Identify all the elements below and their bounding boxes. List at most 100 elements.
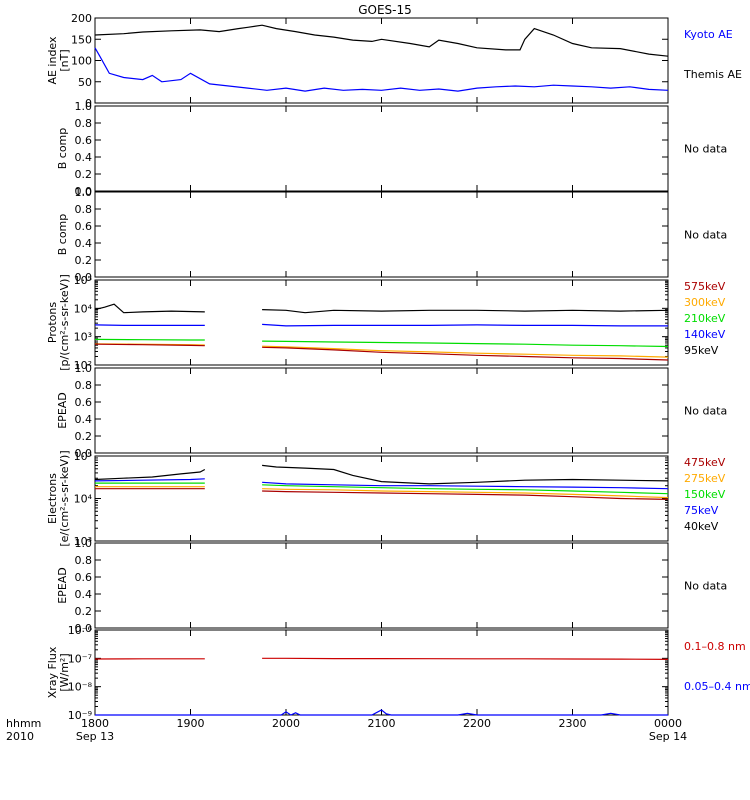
- y-axis-label-protons: [p/(cm²-s-sr-keV)]: [58, 274, 71, 371]
- panel-ae: 0 50 100 150 200 AE index [nT] Kyoto AE Themis A…: [46, 12, 742, 110]
- no-data-label-epead1: No data: [684, 405, 727, 418]
- x-date-label-6: Sep 14: [649, 730, 687, 743]
- y-tick-label-ae-3: 150: [71, 33, 92, 46]
- y-tick-label-epead2-3: 0.6: [75, 571, 93, 584]
- x-corner-label-year: 2010: [6, 730, 34, 743]
- y-tick-label-xray-1: 10⁻⁸: [68, 681, 93, 694]
- panel-bcomp1: 0.0 0.2 0.4 0.6 0.8 1.0 B comp No data: [56, 100, 727, 198]
- chart-title: GOES-15: [358, 3, 412, 17]
- series-line-protons-95keV: [94, 303, 669, 314]
- y-tick-label-protons-1: 10³: [74, 331, 92, 344]
- y-axis-label-ae: AE index: [46, 36, 59, 85]
- x-tick-label-3: 2100: [368, 717, 396, 730]
- x-tick-label-2: 2000: [272, 717, 300, 730]
- y-tick-label-epead2-5: 1.0: [75, 537, 93, 550]
- y-axis-label-electrons: Electrons: [46, 473, 59, 524]
- y-tick-label-epead1-3: 0.6: [75, 396, 93, 409]
- legend-label-electrons-0: 475keV: [684, 456, 726, 469]
- y-tick-label-xray-3: 10⁻⁶: [68, 624, 93, 637]
- x-corner-label-hhmm: hhmm: [6, 717, 41, 730]
- y-tick-label-ae-2: 100: [71, 55, 92, 68]
- legend-label-ae-0: Kyoto AE: [684, 28, 733, 41]
- y-tick-label-bcomp1-2: 0.4: [75, 151, 93, 164]
- y-tick-label-bcomp1-3: 0.6: [75, 134, 93, 147]
- legend-label-protons-4: 95keV: [684, 344, 719, 357]
- no-data-label-epead2: No data: [684, 580, 727, 593]
- x-tick-label-1: 1900: [177, 717, 205, 730]
- y-tick-label-bcomp1-0: 0.0: [75, 185, 93, 198]
- x-tick-label-0: 1800: [81, 717, 109, 730]
- panel-frame-epead1: [94, 367, 669, 454]
- y-tick-label-bcomp1-1: 0.2: [75, 168, 93, 181]
- y-tick-label-ae-0: 0: [85, 97, 92, 110]
- panel-frame-electrons: [94, 455, 669, 542]
- y-axis-label-protons: Protons: [46, 302, 59, 343]
- legend-label-electrons-3: 75keV: [684, 504, 719, 517]
- y-tick-label-protons-0: 10²: [74, 359, 92, 372]
- y-tick-label-epead1-5: 1.0: [75, 362, 93, 375]
- panels-group: 0 50 100 150 200 AE index [nT] Kyoto AE Themis A…: [46, 12, 750, 722]
- panel-xray: 10⁻⁹ 10⁻⁸ 10⁻⁷ 10⁻⁶ Xray Flux [W/m²] 0.1–0.8 n…: [46, 624, 750, 722]
- series-line-ae-Themis-AE: [94, 24, 669, 57]
- y-tick-label-xray-0: 10⁻⁹: [68, 709, 92, 722]
- y-tick-label-ae-1: 50: [78, 76, 92, 89]
- panel-frame-xray: [94, 629, 669, 716]
- y-axis-label-xray: [W/m²]: [58, 653, 71, 691]
- legend-label-electrons-4: 40keV: [684, 520, 719, 533]
- series-line-protons-140keV: [94, 323, 668, 327]
- x-date-label-0: Sep 13: [76, 730, 114, 743]
- legend-label-protons-0: 575keV: [684, 280, 726, 293]
- y-tick-label-bcomp1-5: 1.0: [75, 100, 93, 113]
- y-tick-label-epead1-4: 0.8: [75, 379, 93, 392]
- panel-frame-bcomp2: [94, 191, 669, 278]
- y-tick-label-bcomp2-5: 1.0: [75, 186, 93, 199]
- y-tick-label-protons-3: 10⁵: [74, 274, 92, 287]
- y-tick-label-bcomp2-0: 0.0: [75, 271, 93, 284]
- y-axis-label-epead1: EPEAD: [56, 392, 69, 429]
- y-tick-label-epead2-4: 0.8: [75, 554, 93, 567]
- y-axis-label-ae: [nT]: [58, 49, 71, 71]
- y-tick-label-epead1-1: 0.2: [75, 430, 93, 443]
- series-line-electrons-150keV: [95, 482, 669, 495]
- y-tick-label-electrons-2: 10⁵: [74, 450, 92, 463]
- legend-label-xray-0: 0.1–0.8 nm: [684, 640, 746, 653]
- panel-protons: 10² 10³ 10⁴ 10⁵ Protons [p/(cm²-s-sr-keV)] 575…: [46, 274, 726, 372]
- y-tick-label-epead1-0: 0.0: [75, 447, 93, 460]
- y-tick-label-bcomp2-1: 0.2: [75, 254, 93, 267]
- y-tick-label-bcomp2-2: 0.4: [75, 237, 93, 250]
- series-line-xray-0-1-0-8-nm: [94, 657, 669, 660]
- panel-frame-epead2: [94, 542, 669, 629]
- legend-label-electrons-1: 275keV: [684, 472, 726, 485]
- y-tick-label-epead2-0: 0.0: [75, 622, 93, 635]
- y-tick-label-electrons-1: 10⁴: [74, 493, 93, 506]
- legend-label-ae-1: Themis AE: [683, 68, 742, 81]
- y-axis-label-bcomp2: B comp: [56, 214, 69, 256]
- y-axis-label-bcomp1: B comp: [56, 128, 69, 170]
- y-tick-label-epead2-2: 0.4: [75, 588, 93, 601]
- series-line-protons-575keV: [94, 343, 669, 361]
- y-tick-label-ae-4: 200: [71, 12, 92, 25]
- no-data-label-bcomp2: No data: [684, 229, 727, 242]
- series-line-electrons-275keV: [95, 486, 669, 499]
- y-tick-label-electrons-0: 10³: [74, 535, 92, 548]
- legend-label-protons-2: 210keV: [684, 312, 726, 325]
- legend-label-electrons-2: 150keV: [684, 488, 726, 501]
- panel-frame-bcomp1: [94, 105, 669, 192]
- panel-bcomp2: 0.0 0.2 0.4 0.6 0.8 1.0 B comp No data: [56, 186, 727, 284]
- series-line-electrons-475keV: [95, 488, 669, 500]
- y-tick-label-bcomp2-3: 0.6: [75, 220, 93, 233]
- y-axis-label-xray: Xray Flux: [46, 646, 59, 698]
- y-axis-label-electrons: [e/(cm²-s-sr-keV)]: [58, 450, 71, 546]
- y-tick-label-protons-2: 10⁴: [74, 302, 93, 315]
- series-line-electrons-40keV: [94, 464, 669, 485]
- legend-label-xray-1: 0.05–0.4 nm: [684, 680, 750, 693]
- y-tick-label-bcomp1-4: 0.8: [75, 117, 93, 130]
- y-tick-label-xray-2: 10⁻⁷: [68, 652, 92, 665]
- legend-label-protons-1: 300keV: [684, 296, 726, 309]
- panel-electrons: 10³ 10⁴ 10⁵ Electrons [e/(cm²-s-sr-keV)] 475k…: [46, 450, 726, 548]
- series-line-electrons-75keV: [94, 478, 669, 490]
- series-line-xray-0-05-0-4-nm: [95, 709, 668, 716]
- y-tick-label-bcomp2-4: 0.8: [75, 203, 93, 216]
- x-tick-label-5: 2300: [559, 717, 587, 730]
